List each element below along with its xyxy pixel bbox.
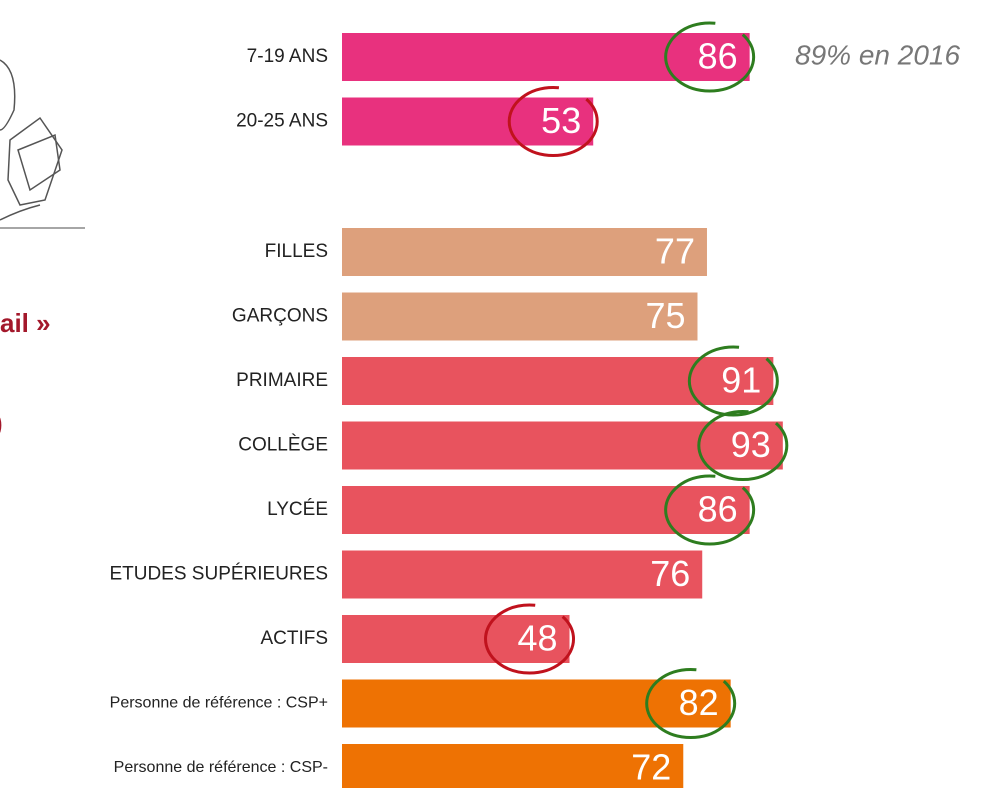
bar [342, 228, 707, 276]
value-label: 53 [541, 100, 581, 141]
category-label: FILLES [265, 241, 328, 262]
bar [342, 293, 698, 341]
value-label: 93 [731, 424, 771, 465]
bar [342, 680, 731, 728]
value-label: 76 [650, 553, 690, 594]
value-label: 75 [645, 295, 685, 336]
value-label: 72 [631, 747, 671, 788]
category-label: 20-25 ANS [236, 111, 328, 132]
category-label: LYCÉE [267, 499, 328, 520]
value-label: 91 [721, 360, 761, 401]
bar [342, 486, 750, 534]
bar [342, 551, 702, 599]
value-label: 86 [698, 489, 738, 530]
category-label: Personne de référence : CSP+ [110, 695, 328, 712]
annotation: 89% en 2016 [795, 39, 960, 70]
category-label: Personne de référence : CSP- [114, 759, 328, 776]
value-label: 77 [655, 231, 695, 272]
value-label: 82 [679, 682, 719, 723]
chart: ail » ) 89% en 2016 7-19 ANS 86 20-25 ANS 5… [0, 0, 1005, 788]
bar [342, 33, 750, 81]
category-label: 7-19 ANS [247, 46, 328, 67]
bar [342, 422, 783, 470]
side-text: ail » [0, 308, 51, 338]
category-label: GARÇONS [232, 306, 328, 327]
value-label: 86 [698, 36, 738, 77]
category-label: ACTIFS [260, 628, 328, 649]
category-label: COLLÈGE [238, 435, 328, 456]
bar [342, 357, 773, 405]
side-text: ) [0, 408, 3, 438]
value-label: 48 [517, 618, 557, 659]
category-label: PRIMAIRE [236, 370, 328, 391]
category-label: ETUDES SUPÉRIEURES [109, 564, 328, 585]
sketch-icon [0, 60, 62, 220]
